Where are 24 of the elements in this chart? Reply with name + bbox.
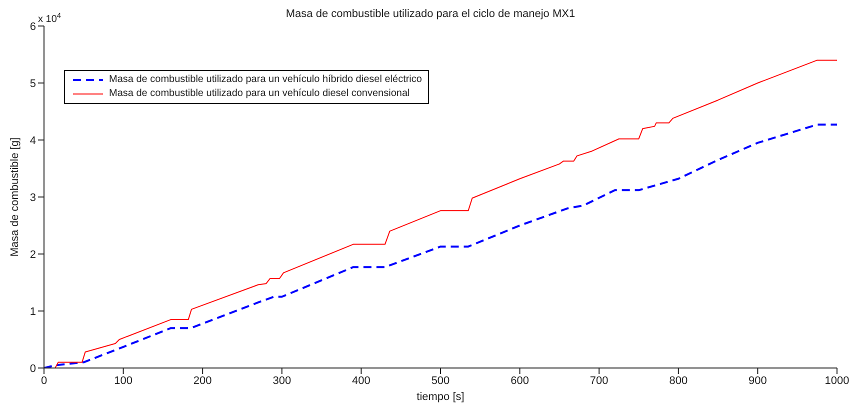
y-tick-label: 6 <box>30 20 36 33</box>
legend-label: Masa de combustible utilizado para un vehículo híbrido diesel eléctrico <box>109 73 422 87</box>
text: x 10$^{4}$ <box>38 10 62 25</box>
x-tick-label: 500 <box>431 374 450 387</box>
x-tick-label: 0 <box>40 374 48 387</box>
y-tick-label: 0 <box>30 362 36 375</box>
x-tick-label: 300 <box>272 374 292 387</box>
y-axis-title: Masa de combustible [g] <box>8 137 21 257</box>
x-tick-label: 200 <box>193 374 212 387</box>
x-tick-label: 400 <box>352 374 370 387</box>
y-tick-label: 1 <box>30 306 36 318</box>
x-tick-label: 100 <box>114 374 132 387</box>
x-tick-label: 700 <box>590 374 608 387</box>
chart-title: Masa de combustible utilizado para el ciclo de manejo MX1 <box>286 8 576 20</box>
x-tick-label: 1000 <box>824 374 850 387</box>
x-axis-title: tiempo [s] <box>416 391 464 403</box>
y-tick-label: 5 <box>30 78 36 90</box>
y-tick-label: 4 <box>30 134 36 147</box>
x-tick-label: 800 <box>669 374 688 387</box>
y-tick-label: 2 <box>30 248 36 261</box>
y-tick-label: 3 <box>30 192 36 204</box>
x-tick-label: 900 <box>748 374 767 387</box>
x-tick-label: 600 <box>510 374 529 387</box>
legend-label: Masa de combustible utilizado para un vehículo diesel convensional <box>109 87 410 101</box>
